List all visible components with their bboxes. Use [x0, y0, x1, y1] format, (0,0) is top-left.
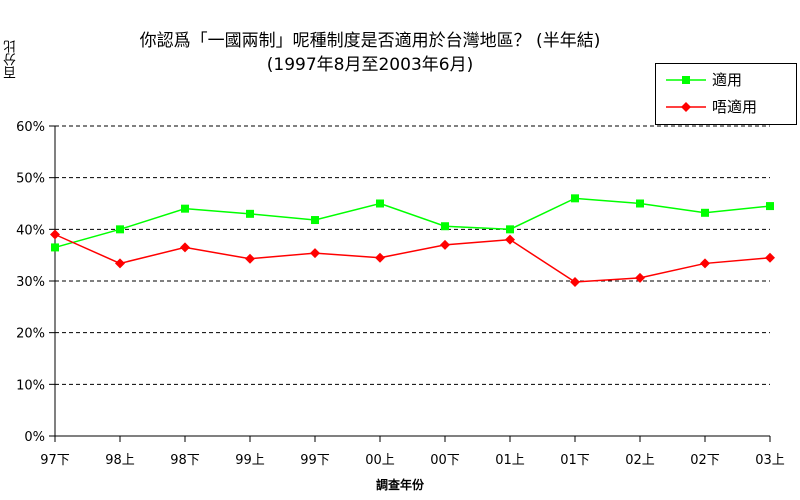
data-point-diamond: [50, 229, 60, 240]
data-point-diamond: [375, 252, 385, 263]
y-tick-label: 0%: [24, 430, 45, 445]
x-tick-label: 02上: [625, 453, 655, 468]
data-point-diamond: [505, 234, 515, 245]
data-point-diamond: [245, 253, 255, 264]
data-point-square: [701, 208, 709, 217]
data-point-square: [311, 216, 319, 225]
x-tick-label: 98下: [170, 453, 200, 468]
legend-label-applicable: 適用: [712, 71, 743, 89]
x-tick-label: 02下: [690, 453, 720, 468]
data-point-square: [766, 202, 774, 211]
y-tick-label: 30%: [16, 275, 45, 290]
x-tick-label: 03上: [755, 453, 785, 468]
x-tick-label: 00上: [365, 453, 395, 468]
x-axis-label: 調查年份: [375, 478, 424, 492]
legend-item-not-applicable: 唔適用: [656, 95, 796, 119]
x-tick-label: 98上: [105, 453, 135, 468]
data-point-square: [51, 243, 59, 252]
y-tick-label: 10%: [16, 378, 45, 393]
data-point-diamond: [700, 258, 710, 269]
x-tick-label: 00下: [430, 453, 460, 468]
data-point-diamond: [115, 258, 125, 269]
data-point-square: [441, 222, 449, 231]
data-point-diamond: [570, 277, 580, 288]
data-point-diamond: [440, 239, 450, 250]
chart-title: 你認爲「一國兩制」呢種制度是否適用於台灣地區？ (半年結): [139, 31, 601, 51]
data-point-diamond: [180, 242, 190, 253]
chart-subtitle: (1997年8月至2003年6月): [266, 55, 474, 75]
data-point-square: [506, 225, 514, 234]
x-tick-label: 01上: [495, 453, 525, 468]
data-point-diamond: [635, 272, 645, 283]
y-tick-label: 60%: [16, 120, 45, 135]
y-tick-label: 50%: [16, 172, 45, 187]
legend-swatch-applicable: [666, 76, 706, 84]
x-tick-label: 99上: [235, 453, 265, 468]
data-point-square: [246, 209, 254, 218]
data-point-square: [376, 199, 384, 208]
legend-swatch-not-applicable: [666, 102, 706, 112]
data-point-square: [571, 194, 579, 203]
data-point-diamond: [310, 248, 320, 259]
legend-item-applicable: 適用: [656, 68, 796, 92]
legend-label-not-applicable: 唔適用: [712, 98, 758, 116]
data-point-diamond: [765, 252, 775, 263]
data-point-square: [116, 225, 124, 234]
legend: 適用 唔適用: [655, 63, 797, 125]
data-point-square: [181, 204, 189, 213]
y-tick-label: 20%: [16, 327, 45, 342]
series-line-1: [54, 233, 771, 283]
y-tick-label: 40%: [16, 223, 45, 238]
x-tick-label: 01下: [560, 453, 590, 468]
series-line-0: [54, 197, 771, 249]
x-tick-label: 97下: [40, 453, 70, 468]
x-tick-label: 99下: [300, 453, 330, 468]
data-point-square: [636, 199, 644, 208]
